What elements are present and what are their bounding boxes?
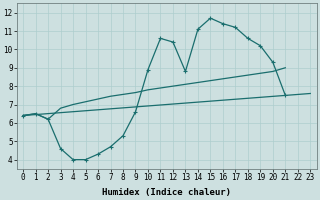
X-axis label: Humidex (Indice chaleur): Humidex (Indice chaleur) xyxy=(102,188,231,197)
